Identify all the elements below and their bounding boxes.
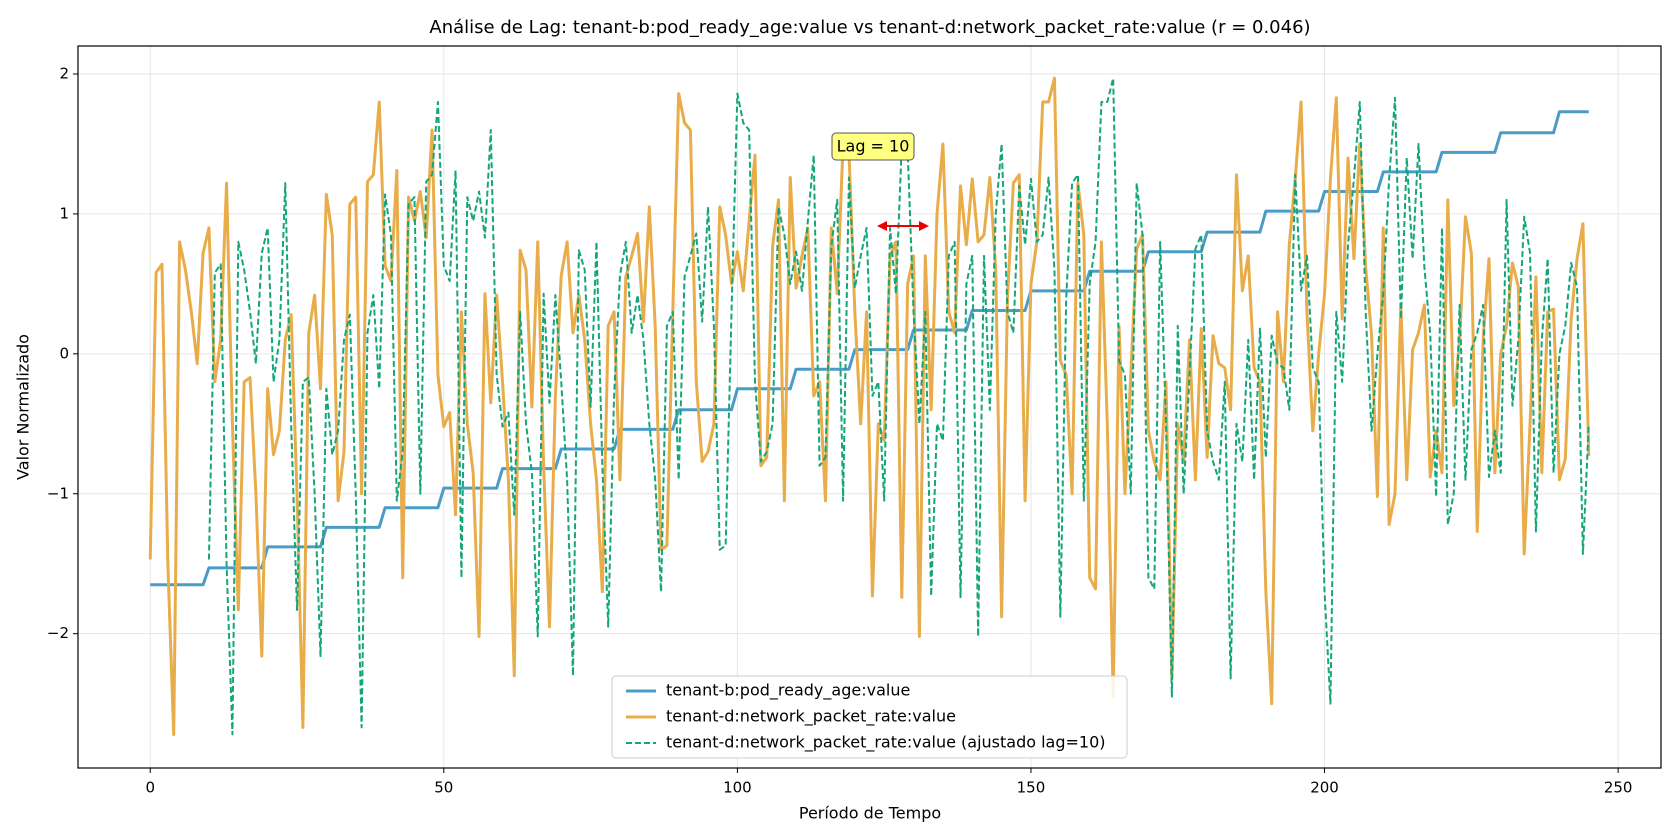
plot-frame <box>77 45 1662 769</box>
legend-label: tenant-d:network_packet_rate:value (ajus… <box>666 733 1106 753</box>
y-tick-label: 0 <box>59 344 69 362</box>
legend-label: tenant-b:pod_ready_age:value <box>666 681 910 701</box>
y-tick-label: −1 <box>47 484 69 502</box>
lines <box>148 76 1591 736</box>
x-tick-label: 250 <box>1604 779 1633 797</box>
y-axis-label: Valor Normalizado <box>14 334 33 480</box>
y-tick-label: 1 <box>59 204 69 222</box>
x-tick-label: 150 <box>1017 779 1046 797</box>
legend-label: tenant-d:network_packet_rate:value <box>666 707 956 727</box>
y-tick-label: −2 <box>47 624 69 642</box>
lag-arrow <box>877 221 929 231</box>
x-axis-label: Período de Tempo <box>799 804 941 823</box>
chart-title: Análise de Lag: tenant-b:pod_ready_age:v… <box>429 17 1310 38</box>
series-line <box>148 76 1591 736</box>
series-line <box>207 77 1590 736</box>
y-tick-label: 2 <box>59 64 69 82</box>
x-tick-label: 200 <box>1310 779 1339 797</box>
legend-box <box>611 675 1128 759</box>
annotation: Lag = 10 <box>837 137 910 156</box>
x-tick-label: 100 <box>723 779 752 797</box>
ticks: 0 50 100 150 200 250 −2 −1 0 1 2 <box>47 64 1633 796</box>
x-tick-label: 50 <box>434 779 453 797</box>
annotation-box <box>831 132 915 161</box>
x-tick-label: 0 <box>145 779 155 797</box>
legend: tenant-b:pod_ready_age:value tenant-d:net… <box>611 675 1128 759</box>
